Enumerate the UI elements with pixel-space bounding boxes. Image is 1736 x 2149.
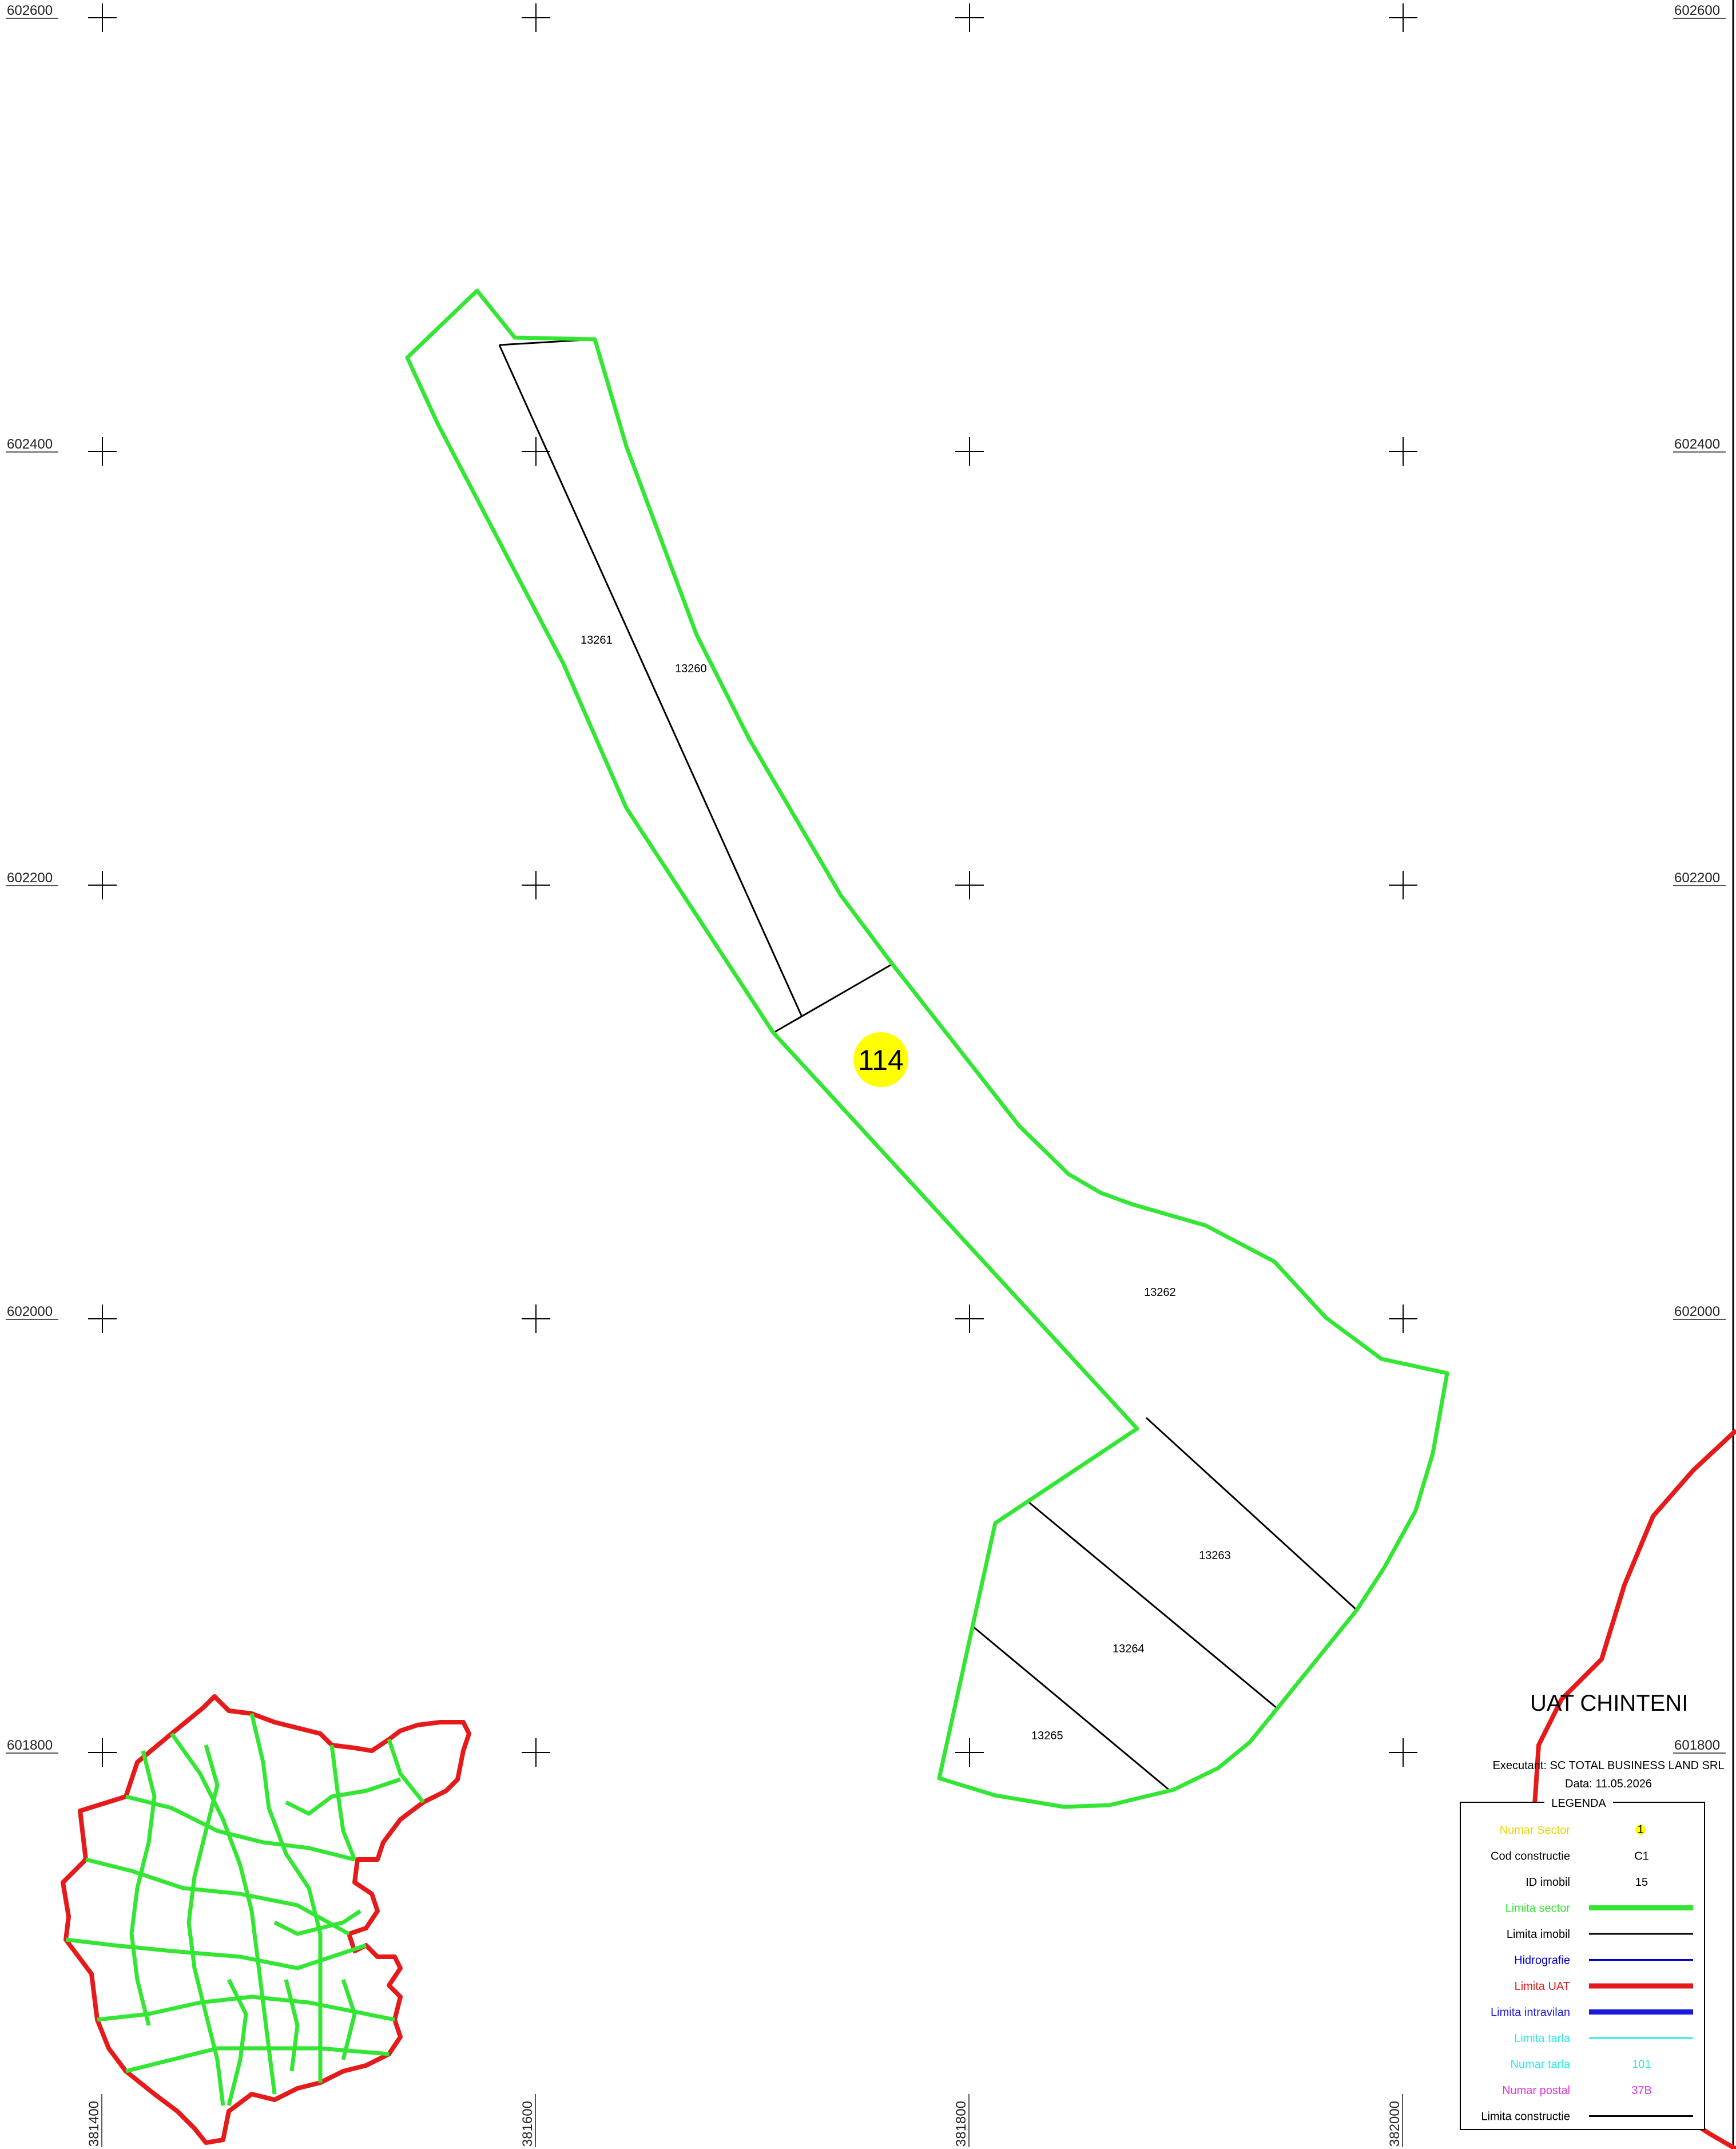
uat-title: UAT CHINTENI [1530,1691,1688,1716]
overview-inset-map [61,1694,471,2145]
northing-label: 602600 [7,3,53,18]
legend-sample-text: C1 [1634,1850,1649,1863]
northing-labels-left: 602600 602400 602200 602000 601800 [6,3,58,1754]
legend-row: Limita imobil [1507,1928,1693,1941]
legend-label: Limita sector [1505,1902,1571,1915]
legend-row: Numar Sector 1 [1500,1823,1646,1837]
parcel-lines [498,338,1358,1792]
executant-text: Executant: SC TOTAL BUSINESS LAND SRL [1493,1759,1725,1772]
overview-uat-boundary [61,1694,471,2145]
legend-row: Numar tarla 101 [1511,2059,1651,2071]
northing-label: 602000 [7,1304,53,1319]
legend-row: Limita UAT [1515,1980,1693,1993]
northing-label: 602200 [1674,870,1720,886]
legend-sample-text: 15 [1635,1876,1648,1889]
sector-badge: 114 [853,1032,908,1087]
legend-sample-text: 37B [1631,2084,1652,2097]
sector-boundary [405,288,1449,1809]
legend-label: Limita tarla [1514,2032,1571,2045]
northing-label: 601800 [7,1738,53,1753]
grid-crosses [88,3,1417,1767]
parcel-id-label: 13261 [581,634,613,647]
legend-row: Limita sector [1505,1902,1693,1915]
easting-label: 381400 [86,2101,102,2147]
parcel-id-label: 13260 [675,663,707,675]
northing-label: 602000 [1674,1304,1720,1319]
easting-label: 381600 [520,2101,535,2147]
legend-sample-text: 101 [1632,2059,1651,2071]
northing-label: 602600 [1674,3,1720,18]
parcel-id-label: 13265 [1031,1730,1063,1742]
legend-label: ID imobil [1526,1876,1570,1889]
parcel-id-label: 13263 [1199,1549,1231,1562]
easting-label: 381800 [954,2101,969,2147]
legend-row: Limita tarla [1514,2032,1693,2045]
parcel-id-label: 13264 [1113,1643,1145,1655]
legend-badge-sample [1635,1825,1646,1835]
northing-labels-right: 602600 602400 602200 602000 601800 [1673,3,1726,1754]
northing-label: 601800 [1674,1738,1720,1753]
northing-label: 602400 [1674,437,1720,452]
northing-label: 602400 [7,437,53,452]
legend-label: Hidrografie [1514,1954,1570,1967]
easting-labels: 381400 381600 381800 382000 [86,2094,1403,2147]
sector-number: 114 [858,1044,904,1076]
legend-label: Numar tarla [1511,2059,1571,2071]
legend-row: Limita intravilan [1491,2007,1693,2019]
parcel-id-label: 13262 [1144,1286,1176,1299]
legend-title: LEGENDA [1551,1797,1606,1810]
legend-label: Limita imobil [1507,1928,1570,1941]
easting-label: 382000 [1387,2101,1403,2147]
parcel-labels: 13261 13260 13262 13263 13264 13265 [581,634,1231,1742]
legend-row: Numar postal 37B [1502,2084,1652,2097]
legend-label: Cod constructie [1491,1850,1570,1863]
legend-box: LEGENDA Numar Sector 1 Cod constructie C1 ID… [1460,1795,1705,2130]
legend-label: Limita intravilan [1491,2007,1570,2019]
date-text: Data: 11.05.2026 [1565,1778,1652,1790]
legend-row: Hidrografie [1514,1954,1693,1967]
northing-label: 602200 [7,870,53,886]
legend-row: Cod constructie C1 [1491,1850,1649,1863]
legend-label: Limita constructie [1481,2111,1570,2123]
legend-row: Limita constructie [1481,2111,1693,2123]
legend-row: ID imobil 15 [1526,1876,1648,1889]
overview-sector-lines [65,1713,425,2106]
legend-label: Limita UAT [1515,1980,1570,1993]
legend-label: Numar Sector [1500,1824,1571,1837]
legend-sample-text: 1 [1637,1823,1643,1836]
legend-label: Numar postal [1502,2084,1570,2097]
